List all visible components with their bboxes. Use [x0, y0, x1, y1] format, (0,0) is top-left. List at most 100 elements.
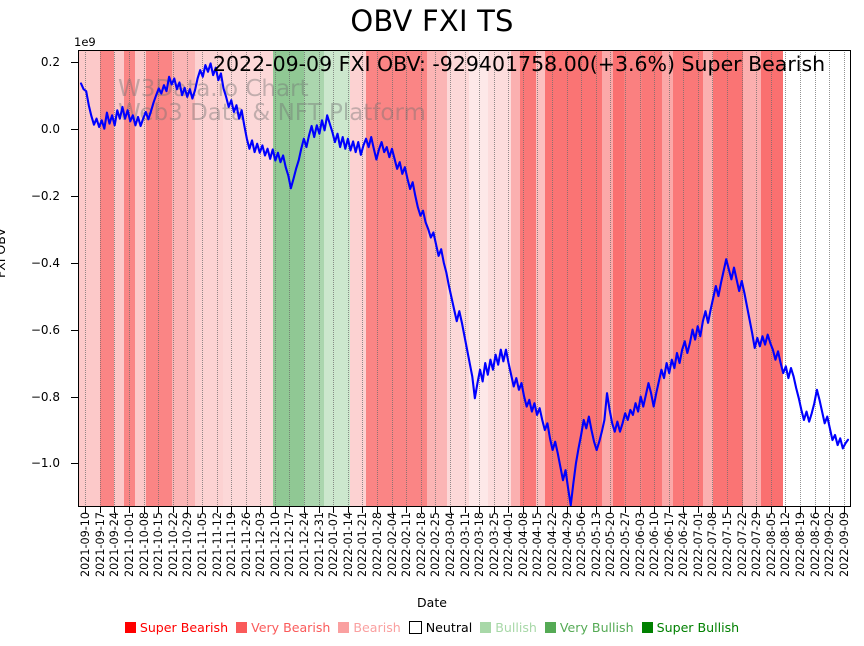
- x-tick-label: 2021-12-17: [283, 512, 297, 578]
- x-tick-mark: [799, 507, 801, 513]
- y-tick-mark: [71, 329, 78, 331]
- x-tick-mark: [99, 507, 101, 513]
- y-tick-mark: [71, 195, 78, 197]
- x-tick-label: 2022-05-06: [575, 512, 589, 578]
- gridline: [99, 50, 101, 507]
- y-tick-label: 0.2: [40, 54, 60, 69]
- sentiment-band: [761, 50, 783, 507]
- sentiment-band: [272, 50, 304, 507]
- legend-item[interactable]: Very Bearish: [236, 620, 330, 635]
- x-tick-label: 2021-10-15: [152, 512, 166, 578]
- x-tick-label: 2022-04-22: [546, 512, 559, 578]
- sentiment-band: [447, 50, 470, 507]
- gridline: [639, 50, 641, 507]
- legend-swatch: [338, 622, 350, 633]
- x-tick-mark: [201, 507, 203, 513]
- x-tick-mark: [770, 507, 772, 513]
- gridline: [843, 50, 845, 507]
- x-tick-mark: [406, 507, 408, 513]
- gridline: [449, 50, 451, 507]
- sentiment-band: [365, 50, 428, 507]
- gridline: [741, 50, 743, 507]
- x-tick-label: 2021-11-26: [239, 512, 253, 578]
- gridline: [712, 50, 714, 507]
- legend-item[interactable]: Bullish: [480, 620, 537, 635]
- y-axis-title: FXI OBV: [0, 228, 8, 278]
- x-tick-label: 2022-02-18: [414, 512, 428, 578]
- legend-item[interactable]: Neutral: [408, 620, 472, 635]
- gridline: [654, 50, 656, 507]
- x-tick-mark: [274, 507, 276, 513]
- x-tick-mark: [172, 507, 174, 513]
- y-tick-label: −0.2: [30, 188, 60, 203]
- x-tick-mark: [668, 507, 670, 513]
- gridline: [624, 50, 626, 507]
- legend-item[interactable]: Very Bullish: [544, 620, 634, 635]
- x-tick-mark: [187, 507, 189, 513]
- x-tick-mark: [683, 507, 685, 513]
- gridline: [289, 50, 291, 507]
- x-tick-mark: [479, 507, 481, 513]
- gridline: [245, 50, 247, 507]
- sentiment-band: [350, 50, 366, 507]
- sentiment-band: [510, 50, 521, 507]
- x-tick-label: 2022-03-18: [473, 512, 487, 578]
- x-tick-label: 2021-09-10: [79, 512, 93, 578]
- x-tick-mark: [362, 507, 364, 513]
- sentiment-band: [323, 50, 351, 507]
- x-axis-title: Date: [417, 595, 447, 610]
- x-tick-label: 2022-03-04: [443, 512, 457, 578]
- x-tick-mark: [333, 507, 335, 513]
- y-tick-mark: [71, 128, 78, 130]
- x-tick-mark: [581, 507, 583, 513]
- gridline: [785, 50, 787, 507]
- x-tick-label: 2022-01-14: [341, 512, 355, 578]
- gridline: [406, 50, 408, 507]
- x-tick-mark: [522, 507, 524, 513]
- x-tick-label: 2021-11-05: [195, 512, 209, 578]
- x-tick-label: 2021-12-24: [298, 512, 312, 578]
- gridline: [610, 50, 612, 507]
- gridline: [595, 50, 597, 507]
- x-tick-label: 2022-06-17: [662, 512, 676, 578]
- x-tick-label: 2021-10-29: [181, 512, 195, 578]
- y-tick-label: −0.4: [30, 255, 60, 270]
- x-tick-mark: [829, 507, 831, 513]
- x-tick-mark: [464, 507, 466, 513]
- legend-swatch: [480, 622, 492, 633]
- x-tick-label: 2021-12-03: [254, 512, 268, 578]
- legend-item[interactable]: Super Bearish: [124, 620, 228, 635]
- gridline: [814, 50, 816, 507]
- legend-item[interactable]: Super Bullish: [641, 620, 740, 635]
- sentiment-band: [673, 50, 703, 507]
- gridline: [697, 50, 699, 507]
- x-tick-mark: [245, 507, 247, 513]
- x-tick-label: 2022-04-15: [531, 512, 545, 578]
- x-tick-label: 2021-09-24: [108, 512, 122, 578]
- legend-item[interactable]: Bearish: [338, 620, 401, 635]
- gridline: [85, 50, 87, 507]
- gridline: [260, 50, 262, 507]
- x-tick-label: 2022-02-25: [429, 512, 443, 578]
- x-tick-mark: [756, 507, 758, 513]
- gridline: [129, 50, 131, 507]
- gridline: [231, 50, 233, 507]
- x-tick-label: 2021-11-12: [210, 512, 224, 578]
- gridline: [114, 50, 116, 507]
- legend-swatch: [408, 621, 422, 634]
- y-tick-label: 0.0: [40, 121, 60, 136]
- gridline: [376, 50, 378, 507]
- x-tick-label: 2022-05-13: [589, 512, 603, 578]
- x-tick-mark: [624, 507, 626, 513]
- sentiment-band: [113, 50, 125, 507]
- x-tick-label: 2022-01-21: [356, 512, 370, 578]
- x-tick-mark: [420, 507, 422, 513]
- gridline: [683, 50, 685, 507]
- x-tick-label: 2022-01-28: [370, 512, 384, 578]
- legend-label: Super Bullish: [656, 620, 740, 635]
- gridline: [537, 50, 539, 507]
- gridline: [143, 50, 145, 507]
- x-tick-label: 2022-04-29: [560, 512, 574, 578]
- x-tick-label: 2021-09-17: [93, 512, 107, 578]
